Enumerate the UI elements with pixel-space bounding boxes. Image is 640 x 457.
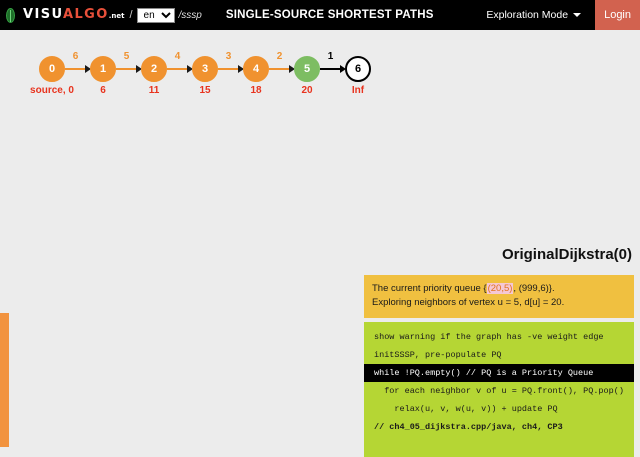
edge-arrowhead-icon <box>136 65 142 73</box>
status-line-1: The current priority queue {(20,5), (999… <box>372 282 626 296</box>
top-navbar: VISUALGO.net / en /sssp SINGLE-SOURCE SH… <box>0 0 640 30</box>
graph-node-1[interactable]: 1 <box>90 56 116 82</box>
exploration-mode-label: Exploration Mode <box>486 9 569 21</box>
graph-node-distance-label-5: 20 <box>301 85 313 96</box>
edge-arrowhead-icon <box>289 65 295 73</box>
status-line-2: Exploring neighbors of vertex u = 5, d[u… <box>372 297 565 308</box>
edge-arrowhead-icon <box>238 65 244 73</box>
pseudocode-line-4[interactable]: relax(u, v, w(u, v)) + update PQ <box>374 404 558 414</box>
module-path-label: /sssp <box>178 9 202 21</box>
logo-part-visu: VISU <box>23 6 64 22</box>
graph-node-distance-label-1: 6 <box>100 85 106 96</box>
edge-weight-label: 4 <box>174 51 181 62</box>
chevron-down-icon <box>573 13 582 17</box>
graph-node-2[interactable]: 2 <box>141 56 167 82</box>
graph-edge[interactable] <box>116 68 138 70</box>
edge-arrowhead-icon <box>85 65 91 73</box>
graph-node-3[interactable]: 3 <box>192 56 218 82</box>
login-button[interactable]: Login <box>595 0 640 30</box>
graph-node-distance-label-6: Inf <box>351 85 365 96</box>
visualgo-logo[interactable]: VISUALGO.net <box>23 0 124 31</box>
login-label: Login <box>604 9 631 21</box>
edge-arrowhead-icon <box>340 65 346 73</box>
navbar-left-group: VISUALGO.net / en /sssp SINGLE-SOURCE SH… <box>0 0 434 30</box>
left-orange-strip <box>0 313 9 447</box>
edge-weight-label: 2 <box>276 51 283 62</box>
status-line-1-post: , (999,6)}. <box>513 283 555 294</box>
graph-node-6[interactable]: 6 <box>345 56 371 82</box>
graph-edge[interactable] <box>167 68 189 70</box>
pseudocode-line-5[interactable]: // ch4_05_dijkstra.cpp/java, ch4, CP3 <box>374 422 563 432</box>
graph-edge[interactable] <box>65 68 87 70</box>
graph-node-distance-label-0: source, 0 <box>30 85 74 96</box>
exploration-mode-dropdown[interactable]: Exploration Mode <box>472 9 595 21</box>
pseudocode-line-1[interactable]: initSSSP, pre-populate PQ <box>374 350 502 360</box>
graph-edge[interactable] <box>218 68 240 70</box>
navbar-right-group: Exploration Mode Login <box>472 0 640 30</box>
status-message-box: The current priority queue {(20,5), (999… <box>364 275 634 318</box>
edge-weight-label: 1 <box>327 51 334 62</box>
pseudocode-line-0[interactable]: show warning if the graph has -ve weight… <box>374 332 604 342</box>
visualization-canvas: 6 5 4 3 2 1 0 source, 0 1 6 2 11 3 15 4 18 5 20 6 Inf Origi… <box>0 30 640 457</box>
pseudocode-box: show warning if the graph has -ve weight… <box>364 322 634 457</box>
graph-node-0[interactable]: 0 <box>39 56 65 82</box>
logo-part-algo: ALGO <box>63 6 109 22</box>
status-highlight-pq-front: (20,5) <box>486 283 514 294</box>
graph-edge[interactable] <box>320 68 342 70</box>
graph-edge[interactable] <box>269 68 291 70</box>
graph-node-4[interactable]: 4 <box>243 56 269 82</box>
pseudocode-line-2[interactable]: while !PQ.empty() // PQ is a Priority Qu… <box>364 364 634 382</box>
leaf-icon <box>6 7 15 23</box>
status-line-1-pre: The current priority queue { <box>372 283 487 294</box>
graph-node-distance-label-2: 11 <box>148 85 160 96</box>
graph-node-distance-label-3: 15 <box>199 85 211 96</box>
edge-weight-label: 6 <box>72 51 79 62</box>
graph-visualization: 6 5 4 3 2 1 0 source, 0 1 6 2 11 3 15 4 18 5 20 6 Inf <box>0 30 640 457</box>
graph-node-distance-label-4: 18 <box>250 85 262 96</box>
info-panel: OriginalDijkstra(0) The current priority… <box>364 246 634 457</box>
graph-node-5[interactable]: 5 <box>294 56 320 82</box>
pseudocode-line-3[interactable]: for each neighbor v of u = PQ.front(), P… <box>374 386 624 396</box>
algorithm-title: OriginalDijkstra(0) <box>501 246 632 263</box>
logo-suffix-net: .net <box>108 11 125 20</box>
edge-weight-label: 5 <box>123 51 130 62</box>
navbar-separator: / <box>129 9 133 21</box>
edge-weight-label: 3 <box>225 51 232 62</box>
language-select[interactable]: en <box>136 7 175 23</box>
edge-arrowhead-icon <box>187 65 193 73</box>
page-title: SINGLE-SOURCE SHORTEST PATHS <box>225 9 434 21</box>
